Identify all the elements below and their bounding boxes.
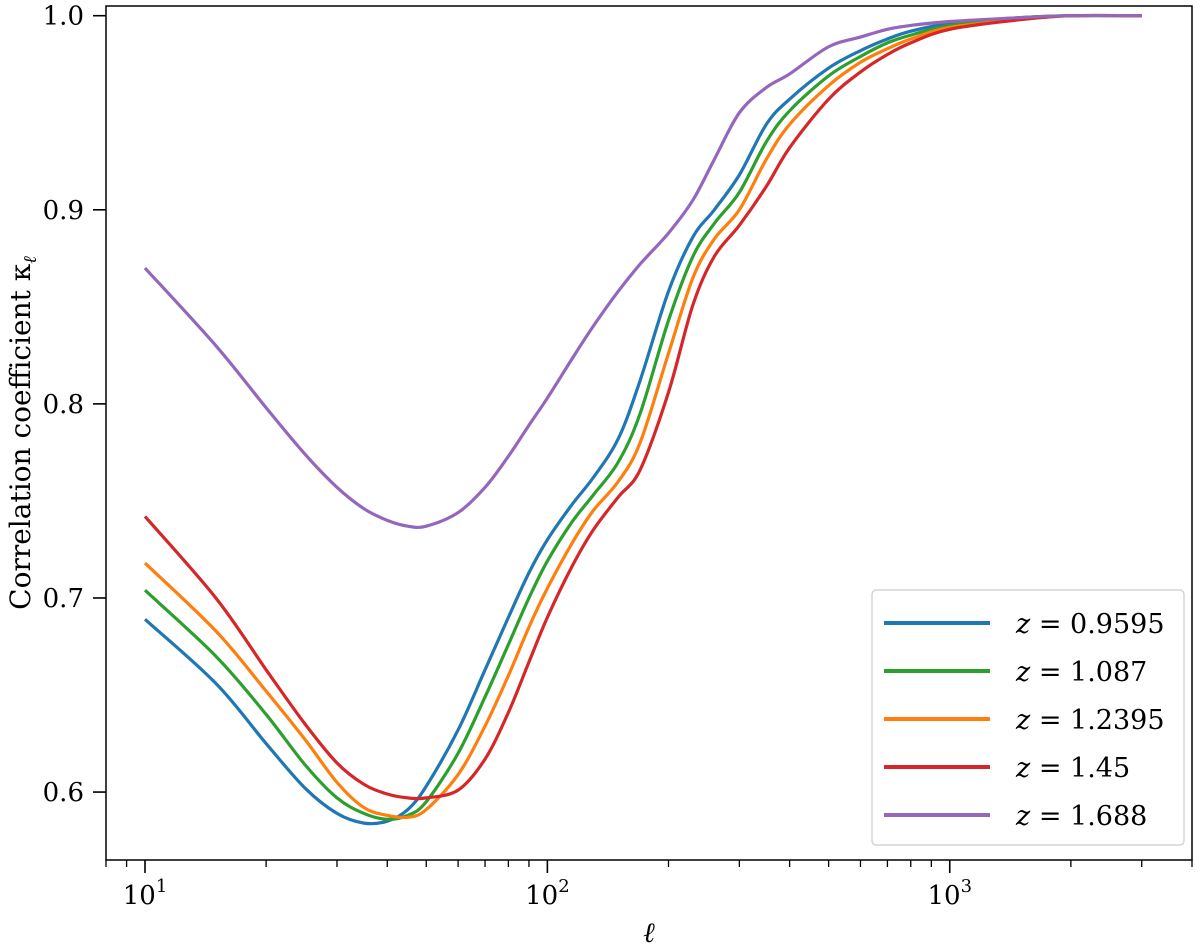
legend-label-0: z = 0.9595 (1015, 609, 1165, 640)
legend-z-value: = 1.087 (1030, 657, 1147, 688)
legend-label-2: z = 1.2395 (1015, 705, 1165, 736)
x-tick-label: 101 (123, 876, 168, 911)
y-tick-label: 0.9 (43, 196, 84, 226)
legend-z-value: = 1.688 (1030, 801, 1147, 832)
legend-label-3: z = 1.45 (1015, 753, 1130, 784)
x-axis: 101 102 103 (105, 860, 1193, 911)
y-tick-label: 0.8 (43, 390, 84, 420)
x-tick-base: 10 (927, 881, 960, 911)
x-tick-base: 10 (525, 881, 558, 911)
legend-z-symbol: z (1015, 801, 1031, 832)
legend-z-value: = 0.9595 (1030, 609, 1164, 640)
legend-z-symbol: z (1015, 753, 1031, 784)
y-tick-label: 0.7 (43, 584, 84, 614)
plot-frame (105, 5, 1193, 861)
plot-lines (143, 13, 1142, 826)
x-tick-exponent: 2 (558, 876, 569, 897)
legend-label-1: z = 1.087 (1015, 657, 1147, 688)
y-axis-label-subscript: ℓ (20, 256, 41, 264)
y-tick-label: 1.0 (43, 2, 84, 32)
x-tick-exponent: 1 (156, 876, 167, 897)
x-tick-exponent: 3 (961, 876, 972, 897)
series-line-4 (143, 13, 1142, 530)
y-axis-label: Correlation coefficient κℓ (4, 256, 41, 610)
y-axis: 0.6 0.7 0.8 0.9 1.0 (43, 2, 106, 808)
x-axis-label: ℓ (643, 916, 655, 947)
y-tick-label: 0.6 (43, 778, 84, 808)
x-tick-label: 103 (927, 876, 972, 911)
legend-z-value: = 1.45 (1030, 753, 1130, 784)
x-tick-label: 102 (525, 876, 570, 911)
legend-label-4: z = 1.688 (1015, 801, 1147, 832)
legend-z-symbol: z (1015, 657, 1031, 688)
legend-box (871, 589, 1185, 846)
series-line-2 (143, 13, 1142, 820)
series-line-3 (143, 13, 1142, 801)
legend-z-symbol: z (1015, 609, 1031, 640)
y-axis-label-text: Correlation coefficient κ (4, 263, 37, 610)
x-tick-base: 10 (123, 881, 156, 911)
series-line-1 (143, 13, 1142, 821)
series-line-0 (143, 13, 1142, 826)
legend-z-value: = 1.2395 (1030, 705, 1164, 736)
legend-z-symbol: z (1015, 705, 1031, 736)
